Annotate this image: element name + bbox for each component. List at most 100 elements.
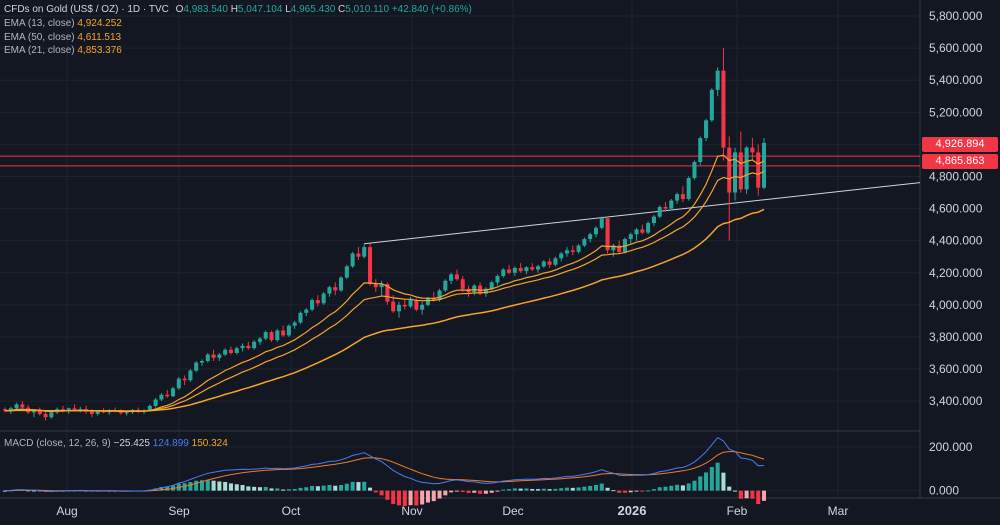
candle-body bbox=[530, 267, 535, 270]
candle bbox=[228, 346, 233, 355]
candle bbox=[362, 243, 367, 259]
candle-body bbox=[512, 267, 517, 273]
price-tick-label: 4,600.000 bbox=[929, 202, 983, 216]
time-tick-label: Oct bbox=[282, 504, 301, 518]
macd-histogram-bar bbox=[379, 490, 384, 496]
macd-histogram-bar bbox=[570, 487, 575, 491]
macd-histogram-bar bbox=[744, 490, 749, 499]
macd-histogram-bar bbox=[507, 489, 512, 491]
macd-histogram-bar bbox=[559, 488, 564, 491]
macd-histogram-bar bbox=[553, 488, 558, 491]
candle bbox=[443, 279, 448, 293]
candle-body bbox=[153, 399, 158, 406]
candle bbox=[246, 341, 251, 350]
candle-body bbox=[182, 378, 187, 381]
candle-body bbox=[95, 411, 100, 414]
macd-histogram-bar bbox=[761, 490, 767, 501]
candle-body bbox=[449, 274, 454, 281]
candle bbox=[692, 160, 697, 180]
candle-body bbox=[663, 206, 668, 209]
candle-body bbox=[304, 309, 309, 313]
candle-body bbox=[437, 290, 442, 301]
candle bbox=[570, 245, 575, 256]
ema21-value: 4,853.376 bbox=[77, 45, 122, 56]
macd-histogram-bar bbox=[408, 490, 413, 506]
price-tick-label: 5,400.000 bbox=[929, 73, 983, 87]
candle-body bbox=[321, 293, 326, 304]
macd-signal-value: 150.324 bbox=[191, 438, 228, 449]
candle-body bbox=[582, 239, 587, 246]
candle bbox=[396, 301, 402, 318]
time-tick-label: 2026 bbox=[618, 503, 647, 518]
macd-histogram-bar bbox=[356, 482, 361, 491]
ema50-value: 4,611.513 bbox=[77, 32, 122, 43]
candle-body bbox=[286, 325, 291, 336]
candle-body bbox=[414, 300, 419, 310]
candle bbox=[588, 232, 593, 243]
candle-body bbox=[396, 304, 402, 312]
macd-histogram-bar bbox=[263, 486, 268, 491]
price-tick-label: 4,800.000 bbox=[929, 169, 983, 183]
macd-histogram-bar bbox=[721, 472, 726, 491]
candle bbox=[449, 272, 454, 284]
macd-histogram-bar bbox=[194, 480, 199, 491]
candle bbox=[524, 266, 529, 275]
macd-histogram-bar bbox=[362, 481, 367, 491]
ema50-label: EMA (50, close) bbox=[4, 32, 75, 43]
indicator-ema21[interactable]: EMA (21, close) 4,853.376 bbox=[4, 45, 122, 56]
macd-histogram-bar bbox=[327, 484, 332, 491]
time-tick-label: Nov bbox=[401, 504, 422, 518]
candle-body bbox=[588, 234, 593, 240]
macd-histogram-bar bbox=[489, 490, 494, 493]
macd-histogram-bar bbox=[472, 490, 477, 493]
symbol-title[interactable]: CFDs on Gold (US$ / OZ) · 1D · TVC bbox=[4, 4, 169, 15]
candle bbox=[761, 137, 767, 190]
macd-histogram-bar bbox=[211, 480, 216, 491]
candle bbox=[680, 186, 685, 203]
candle bbox=[252, 340, 257, 350]
macd-histogram-bar bbox=[228, 483, 233, 491]
macd-histogram-bar bbox=[367, 487, 373, 491]
indicator-ema50[interactable]: EMA (50, close) 4,611.513 bbox=[4, 32, 121, 43]
candle bbox=[559, 251, 564, 262]
macd-histogram-bar bbox=[454, 490, 459, 492]
time-tick-label: Aug bbox=[56, 504, 77, 518]
candle-body bbox=[344, 266, 349, 278]
candle bbox=[72, 404, 77, 411]
candle-body bbox=[78, 409, 83, 411]
candle-body bbox=[118, 411, 123, 414]
macd-header[interactable]: MACD (close, 12, 26, 9) −25.425 124.899 … bbox=[4, 438, 228, 449]
ema13-label: EMA (13, close) bbox=[4, 18, 75, 29]
macd-histogram-bar bbox=[269, 488, 274, 491]
macd-histogram-bar bbox=[199, 480, 205, 491]
macd-histogram-bar bbox=[315, 486, 320, 491]
price-tag-lower: 4,865.863 bbox=[922, 154, 998, 169]
candle-body bbox=[657, 206, 662, 217]
macd-histogram-bar bbox=[680, 485, 685, 491]
candle-body bbox=[443, 280, 448, 291]
candle bbox=[686, 176, 691, 201]
macd-histogram-bar bbox=[420, 490, 425, 505]
candle bbox=[460, 275, 465, 293]
candle-body bbox=[228, 349, 233, 353]
candle bbox=[541, 259, 546, 268]
macd-histogram-bar bbox=[37, 490, 42, 492]
macd-histogram-bar bbox=[582, 486, 587, 491]
candle-body bbox=[60, 409, 65, 411]
candle bbox=[20, 401, 25, 410]
candle-body bbox=[402, 304, 407, 307]
candle bbox=[663, 202, 668, 212]
candle bbox=[344, 264, 349, 280]
close-label: C bbox=[338, 4, 346, 15]
candle bbox=[159, 393, 164, 402]
indicator-ema13[interactable]: EMA (13, close) 4,924.252 bbox=[4, 18, 122, 29]
candle bbox=[715, 67, 720, 97]
candle bbox=[530, 263, 535, 272]
candle bbox=[315, 295, 320, 307]
candle bbox=[454, 269, 459, 281]
candle bbox=[669, 198, 674, 211]
candle bbox=[211, 349, 216, 362]
candle bbox=[709, 88, 714, 122]
candle bbox=[646, 221, 651, 235]
